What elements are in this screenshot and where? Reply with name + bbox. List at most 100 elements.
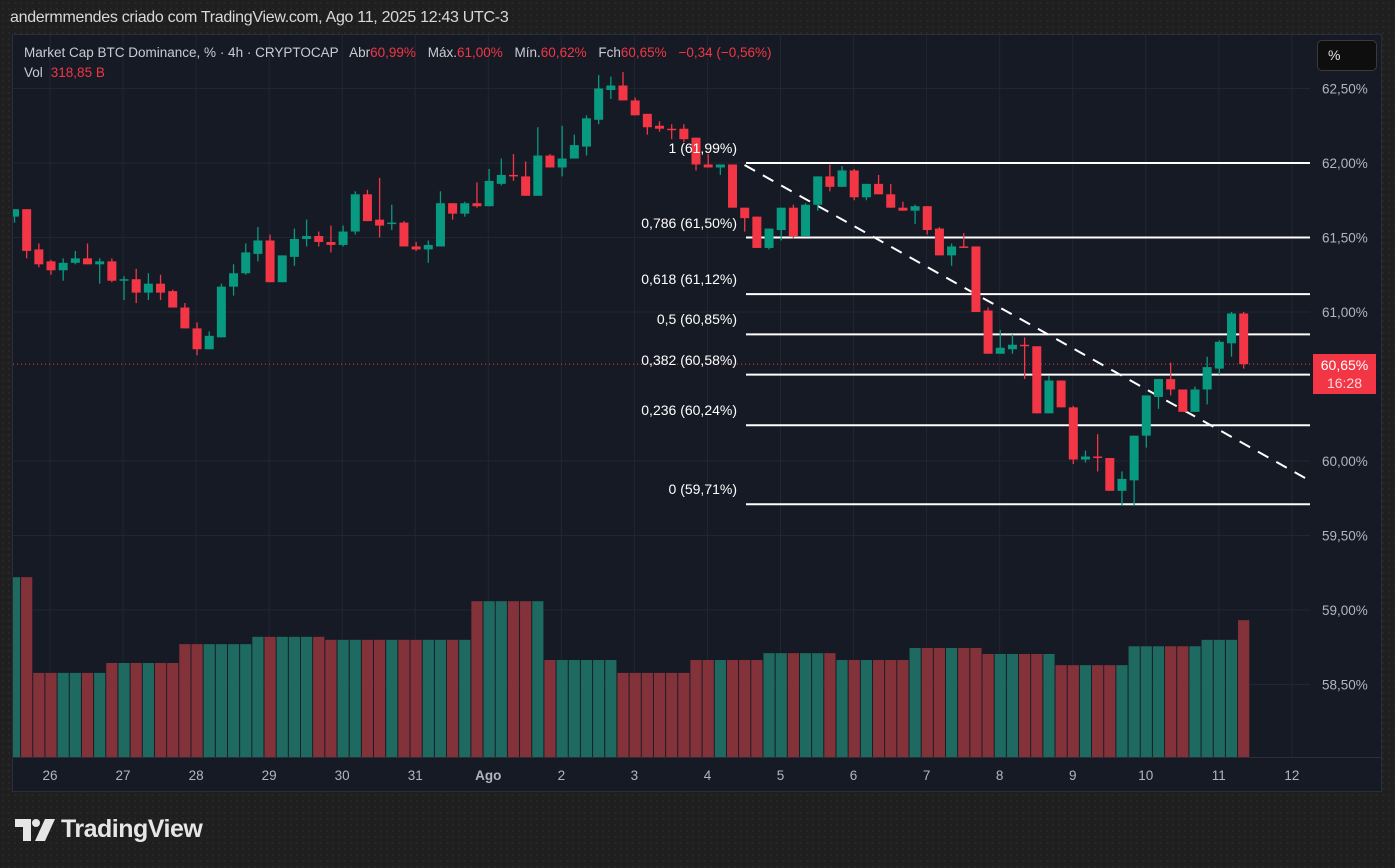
candle (180, 303, 190, 329)
volume-bar (690, 660, 702, 757)
volume-legend: Vol 318,85 B (24, 65, 105, 80)
candle (995, 329, 1005, 354)
fib-level-label: 0,618 (61,12%) (641, 271, 737, 288)
candle (922, 206, 932, 235)
volume-bar (191, 644, 203, 757)
candle-body (1202, 367, 1212, 390)
volume-bar (945, 647, 958, 757)
candle (971, 246, 981, 312)
candle-body (362, 194, 372, 222)
volume-bar (1031, 653, 1043, 757)
volume-bar (459, 639, 471, 757)
candle (1044, 376, 1054, 414)
volume-bar (13, 577, 21, 757)
volume-bar (81, 672, 94, 757)
candle-body (849, 170, 859, 198)
candle (1214, 340, 1224, 375)
volume-bar (860, 660, 872, 757)
low-label: Mín. (514, 45, 541, 60)
volume-bar (1019, 653, 1031, 757)
candle-body (277, 255, 287, 283)
volume-bar (264, 636, 276, 757)
candle (898, 201, 908, 211)
volume-bar (167, 663, 179, 757)
candle-body (764, 228, 774, 248)
candle-body (302, 236, 312, 239)
candle-body (22, 209, 32, 251)
candle-body (594, 88, 604, 120)
candle (947, 243, 957, 266)
volume-bar (69, 672, 81, 757)
candle-body (728, 164, 738, 208)
volume-bar (666, 672, 678, 757)
volume-bar (483, 601, 495, 757)
open-label: Abr (349, 45, 371, 60)
volume-bar (337, 639, 349, 757)
volume-bar (142, 663, 154, 757)
percent-scale-button[interactable]: % (1317, 40, 1377, 71)
candle (289, 228, 299, 266)
candle (216, 283, 226, 338)
volume-bar (1213, 639, 1225, 757)
candle-body (788, 207, 798, 237)
candle-body (1178, 389, 1188, 412)
volume-bar (1177, 646, 1189, 757)
candle-body (496, 174, 506, 184)
candle-body (411, 246, 421, 250)
candle (764, 228, 774, 250)
snapshot-title: andermmendes criado com TradingView.com,… (10, 9, 509, 26)
time-tick-label: 28 (189, 768, 204, 783)
candle (1020, 337, 1030, 380)
close-value: 60,65% (620, 45, 667, 60)
volume-bar (507, 601, 520, 757)
candle (655, 121, 665, 132)
candle-body (1153, 379, 1163, 397)
time-tick-label: 31 (408, 768, 423, 783)
open-value: 60,99% (370, 45, 416, 60)
candle-body (1190, 389, 1200, 412)
volume-bar (641, 672, 653, 757)
volume-bar (313, 636, 325, 757)
candle-body (1141, 395, 1151, 436)
time-tick-label: 10 (1138, 768, 1153, 783)
candle-body (874, 183, 884, 195)
volume-bar (897, 660, 909, 757)
candle (1227, 312, 1236, 357)
brand-name: TradingView (61, 815, 203, 843)
candle (691, 137, 701, 171)
volume-bar (1006, 653, 1019, 757)
candle-body (910, 206, 920, 211)
price-tick-label: 61,00% (1322, 305, 1368, 320)
time-tick-label: 2 (558, 768, 566, 783)
volume-bar (325, 639, 337, 757)
candle (1141, 395, 1151, 448)
volume-bar (726, 660, 739, 757)
candle-body (1007, 344, 1017, 350)
volume-bar (629, 672, 641, 757)
candle-body (180, 307, 190, 329)
symbol-legend: Market Cap BTC Dominance, % · 4h · CRYPT… (24, 45, 780, 60)
candle (338, 225, 348, 247)
volume-bar (118, 663, 130, 757)
candle (874, 174, 884, 195)
volume-bar (909, 647, 921, 757)
volume-bar (982, 653, 994, 757)
candle (143, 273, 153, 301)
volume-bar (824, 653, 836, 757)
candle-body (959, 246, 969, 248)
candle-body (569, 145, 579, 159)
candle (594, 75, 604, 125)
tradingview-logo[interactable]: TradingView (15, 815, 203, 844)
volume-bar (215, 644, 227, 757)
candle-body (156, 283, 166, 293)
volume-bar (568, 660, 580, 757)
candle (1129, 435, 1139, 506)
close-label: Fch (598, 45, 621, 60)
candle (740, 207, 750, 232)
low-value: 60,62% (540, 45, 587, 60)
volume-bar (617, 672, 629, 757)
volume-bar (349, 639, 361, 757)
candle (1032, 346, 1042, 414)
candle-body (630, 100, 640, 116)
